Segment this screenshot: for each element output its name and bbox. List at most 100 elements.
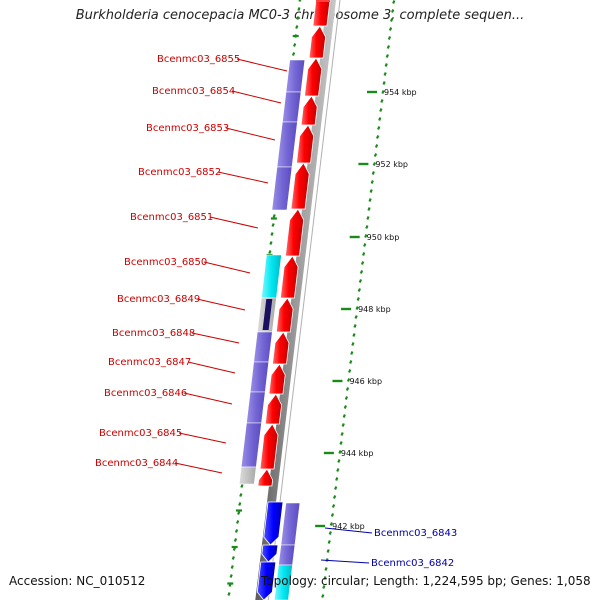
forward-gene-label: Bcenmc03_6854: [152, 86, 235, 97]
forward-label-leader: [209, 216, 259, 229]
topology-label: Topology: circular; Length: 1,224,595 bp…: [261, 574, 591, 588]
forward-cds-arrow: [272, 331, 290, 365]
outer-scale-dash: [324, 567, 328, 571]
outer-scale-dash: [342, 414, 346, 418]
outer-scale-dash: [341, 423, 345, 427]
forward-cds-cap: [316, 0, 330, 2]
outer-scale-dash: [346, 378, 351, 382]
outer-scale-dash: [377, 126, 381, 130]
reverse-cds-arrow: [263, 501, 284, 546]
reverse-ortholog-block: [273, 564, 293, 600]
inner-scale-dash: [239, 493, 243, 497]
ortholog-block: [240, 422, 262, 468]
outer-scale-dash: [334, 486, 338, 490]
gene-labels: Bcenmc03_6855 Bcenmc03_6854 Bcenmc03_6853 B…: [95, 54, 457, 569]
reverse-cds-arrow: [261, 544, 279, 563]
forward-cds-arrow: [268, 363, 286, 395]
forward-label-leader: [187, 361, 236, 374]
outer-scale-dash: [329, 522, 334, 526]
outer-scale-dash: [338, 450, 342, 454]
forward-gene-label: Bcenmc03_6855: [157, 54, 240, 65]
forward-gene-label: Bcenmc03_6853: [146, 123, 229, 134]
kbp-tick-label: 946 kbp: [349, 377, 382, 386]
outer-scale-dash: [349, 360, 353, 364]
outer-scale-dash: [376, 135, 380, 139]
forward-cds-arrow: [296, 124, 315, 164]
accession-label: Accession: NC_010512: [9, 574, 146, 588]
inner-scale-dash: [238, 502, 242, 506]
kbp-tick-label: 944 kbp: [341, 449, 374, 458]
inner-scale-dash: [227, 592, 231, 596]
reverse-cds-arrow: [256, 561, 277, 600]
outer-scale-dash: [364, 234, 368, 238]
outer-scale-dash: [363, 243, 367, 247]
inner-scale-dash: [272, 214, 276, 218]
outer-scale-dash: [339, 441, 343, 445]
ortholog-block: [246, 391, 266, 424]
inner-scale-dash: [234, 529, 239, 533]
ortholog-block: [282, 91, 302, 123]
outer-scale-dash: [380, 99, 384, 103]
forward-label-leader: [196, 298, 246, 311]
outer-scale-dash: [330, 513, 335, 517]
forward-label-leader: [231, 90, 282, 104]
outer-scale-dash: [355, 306, 359, 310]
inner-scale-dash: [298, 0, 302, 2]
forward-label-leader: [191, 332, 240, 344]
outer-scale-dash: [321, 594, 325, 598]
outer-scale-dash: [336, 468, 340, 472]
forward-cds-arrow: [264, 393, 283, 425]
forward-gene-label: Bcenmc03_6850: [124, 257, 207, 268]
inner-scale-dash: [235, 520, 240, 524]
outer-scale-dash: [381, 90, 385, 94]
ortholog-block: [261, 254, 282, 299]
forward-label-leader: [174, 462, 223, 474]
forward-label-leader: [217, 171, 269, 184]
inner-scale-dash: [230, 565, 234, 569]
feature-tracks: [238, 0, 341, 600]
outer-scale-dash: [372, 162, 377, 166]
outer-scale-dash: [384, 63, 388, 67]
outer-scale-dash: [360, 261, 365, 265]
forward-cds-arrow: [308, 25, 327, 59]
inner-scale-dash: [297, 7, 301, 11]
inner-scale-dash: [233, 538, 238, 542]
outer-scale-dash: [326, 549, 330, 553]
kbp-tick-label: 942 kbp: [332, 522, 365, 531]
outer-scale-dash: [328, 531, 332, 535]
outer-scale-dash: [335, 477, 339, 481]
inner-scale-dash: [295, 25, 299, 29]
forward-gene-label: Bcenmc03_6847: [108, 357, 191, 368]
inner-scale-dash: [268, 250, 272, 254]
outer-scale-dash: [353, 324, 357, 328]
forward-cds-arrow: [304, 57, 323, 97]
forward-gene-label: Bcenmc03_6851: [130, 212, 213, 223]
inner-scale-dash: [231, 556, 235, 560]
outer-scale-dash: [351, 342, 355, 346]
outer-scale-dash: [371, 171, 375, 175]
outer-scale-dash: [323, 576, 327, 580]
outer-scale-dash: [362, 252, 366, 256]
forward-gene-label: Bcenmc03_6844: [95, 458, 178, 469]
forward-cds-arrow: [300, 95, 318, 126]
outer-scale-dash: [331, 504, 336, 508]
forward-label-leader: [183, 392, 233, 405]
outer-scale-dash: [382, 81, 386, 85]
outer-scale-dash: [366, 216, 370, 220]
ortholog-block: [249, 361, 270, 393]
outer-scale-dash: [332, 495, 337, 499]
inner-scale-dash: [270, 232, 274, 236]
forward-label-leader: [203, 261, 251, 274]
inner-scale-dash: [269, 241, 273, 245]
outer-scale-dash: [358, 279, 363, 283]
inner-scale-dash: [291, 52, 296, 56]
outer-scale-dash: [340, 432, 344, 436]
outer-scale-dash: [337, 459, 341, 463]
outer-scale-dash: [387, 36, 392, 40]
outer-scale-dash: [359, 270, 364, 274]
ortholog-block: [285, 59, 306, 93]
outer-scale-dash: [386, 45, 391, 49]
inner-scale-dash: [296, 16, 300, 20]
forward-label-leader: [178, 432, 227, 444]
